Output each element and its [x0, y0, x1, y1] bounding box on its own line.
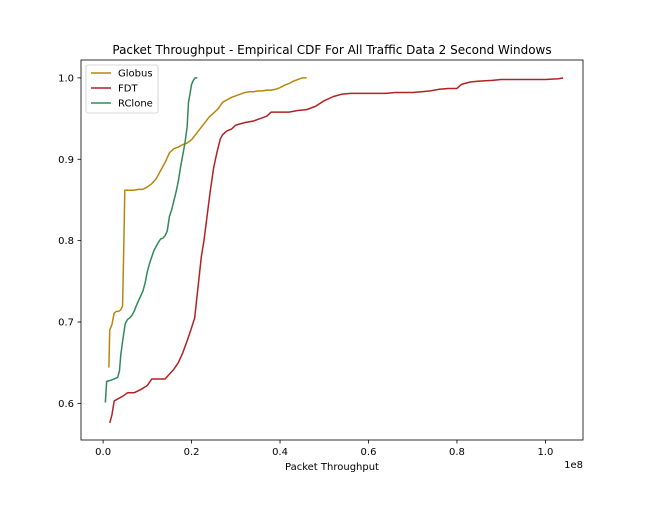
series-line-globus — [108, 77, 307, 368]
x-tick-label: 1.0 — [537, 447, 553, 458]
x-tick-label: 0.6 — [361, 447, 377, 458]
plot-frame — [80, 59, 584, 441]
x-tick-label: 0.0 — [95, 447, 111, 458]
y-tick-label: 0.6 — [58, 399, 74, 410]
y-tick-label: 0.7 — [58, 318, 74, 329]
x-axis-scale-label: 1e8 — [564, 460, 583, 471]
series-line-fdt — [109, 77, 564, 424]
x-tick-label: 0.4 — [272, 447, 288, 458]
legend: Globus FDT RClone — [85, 64, 159, 114]
x-tick-label: 0.8 — [449, 447, 465, 458]
series-layer — [104, 77, 564, 424]
legend-label-globus: Globus — [118, 69, 153, 80]
y-axis-ticks: 0.6 0.7 0.8 0.9 1.0 — [58, 73, 81, 410]
x-tick-label: 0.2 — [184, 447, 200, 458]
legend-label-fdt: FDT — [118, 84, 138, 95]
legend-items: Globus FDT RClone — [91, 69, 153, 110]
series-line-rclone — [104, 77, 198, 403]
legend-label-rclone: RClone — [118, 99, 153, 110]
y-tick-label: 1.0 — [58, 73, 74, 84]
x-axis-ticks: 0.0 0.2 0.4 0.6 0.8 1.0 — [95, 440, 553, 458]
chart-title: Packet Throughput - Empirical CDF For Al… — [112, 43, 551, 57]
y-tick-label: 0.8 — [58, 236, 74, 247]
legend-box — [85, 64, 159, 114]
y-tick-label: 0.9 — [58, 155, 74, 166]
x-axis-label: Packet Throughput — [285, 462, 379, 473]
